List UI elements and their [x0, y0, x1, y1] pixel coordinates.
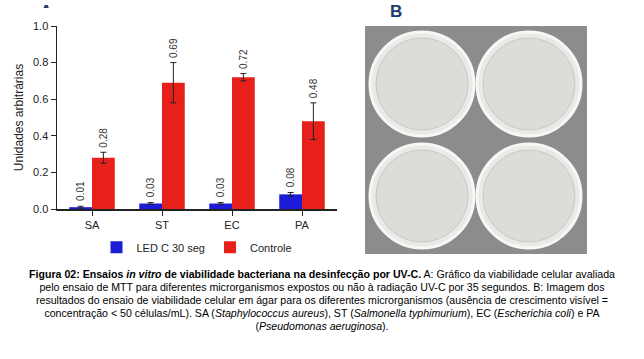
svg-text:0.72: 0.72 — [238, 49, 249, 69]
svg-text:0.01: 0.01 — [75, 181, 86, 201]
svg-text:0.4: 0.4 — [33, 130, 48, 142]
svg-text:0.28: 0.28 — [98, 128, 109, 148]
svg-text:EC: EC — [224, 219, 239, 231]
svg-text:0.0: 0.0 — [33, 203, 48, 215]
svg-text:0.69: 0.69 — [168, 38, 179, 58]
svg-text:SA: SA — [85, 219, 100, 231]
html-text:A: A — [40, 2, 53, 21]
html-text:Figura 02: Ensaios in vitro de: Figura 02: Ensaios in vitro de viabilida… — [29, 268, 615, 332]
html-text:B: B — [390, 2, 403, 21]
svg-text:PA: PA — [295, 219, 310, 231]
svg-text:Controle: Controle — [250, 242, 292, 254]
svg-text:Unidades arbitrárias: Unidades arbitrárias — [12, 64, 26, 171]
svg-text:0.08: 0.08 — [285, 167, 296, 187]
svg-text:ST: ST — [155, 219, 169, 231]
svg-text:0.03: 0.03 — [215, 177, 226, 197]
svg-text:1.0: 1.0 — [33, 20, 48, 32]
svg-text:0.6: 0.6 — [33, 93, 48, 105]
svg-text:0.8: 0.8 — [33, 56, 48, 68]
svg-text:0.2: 0.2 — [33, 166, 48, 178]
svg-text:LED C 30 seg: LED C 30 seg — [137, 242, 205, 254]
svg-text:0.48: 0.48 — [308, 78, 319, 98]
svg-text:0.03: 0.03 — [145, 177, 156, 197]
